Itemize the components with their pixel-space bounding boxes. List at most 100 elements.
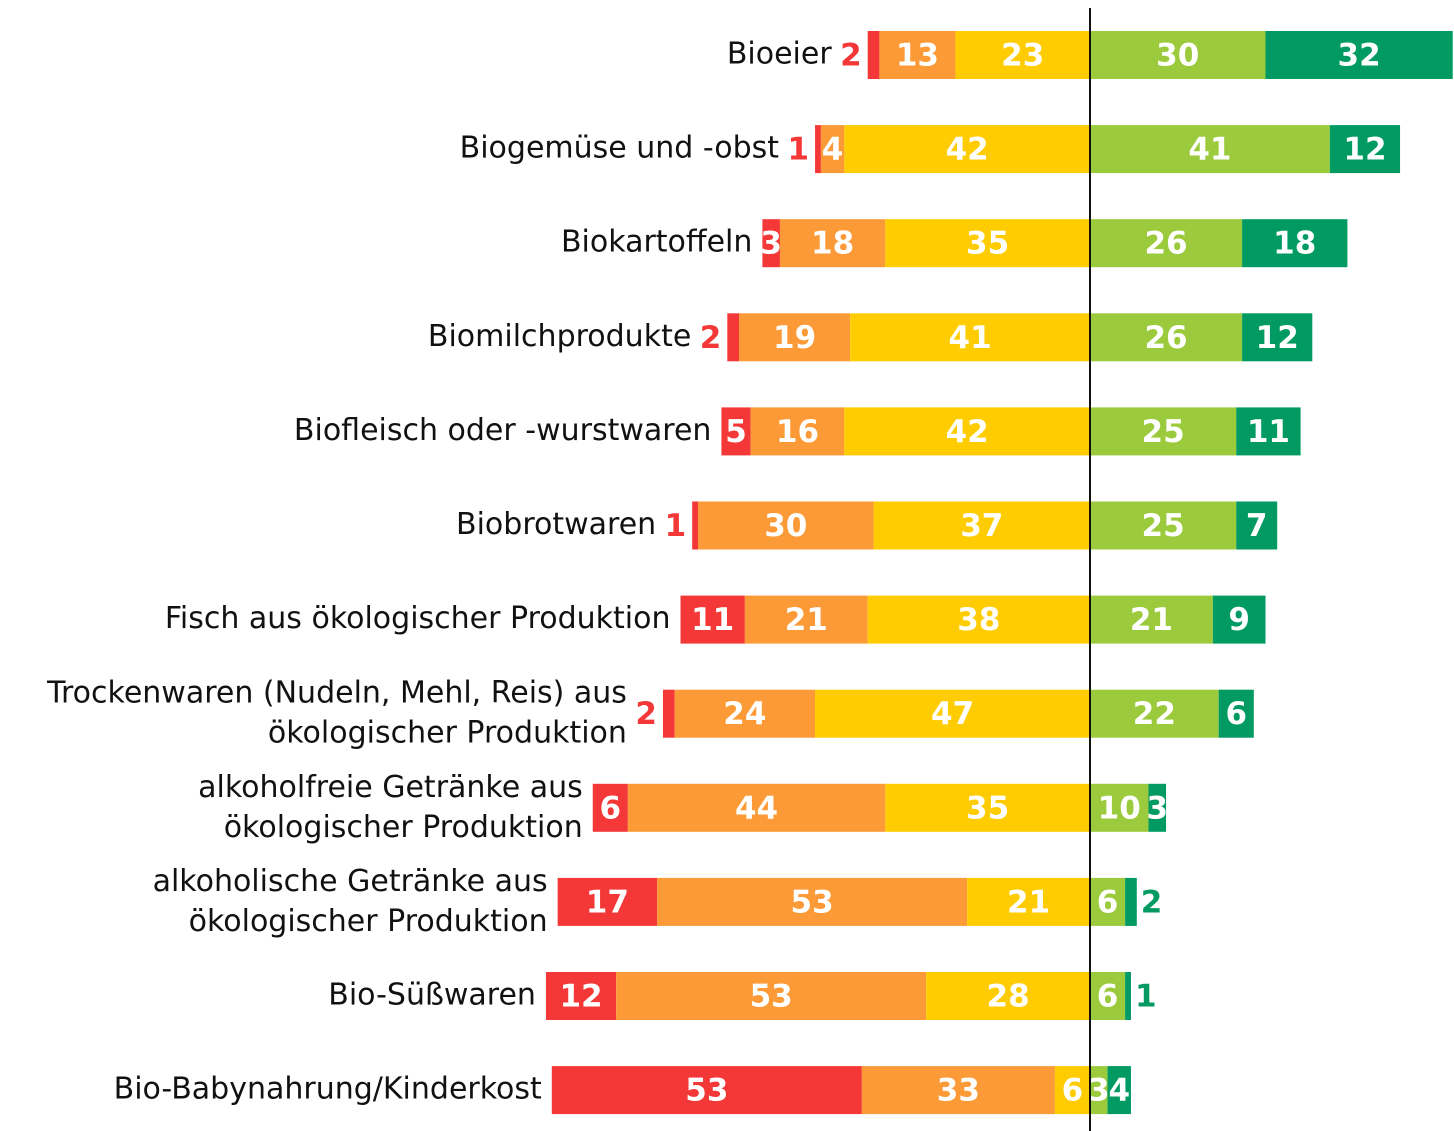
- value-label: 33: [937, 1073, 980, 1109]
- bar-segment: [779, 219, 886, 268]
- value-label: 3: [760, 226, 782, 262]
- bar-segment: [1090, 125, 1330, 174]
- value-label: 13: [896, 38, 939, 74]
- bar-segment: [1148, 783, 1167, 832]
- bar-segment: [1125, 972, 1131, 1020]
- category-label: Biokartoffeln: [561, 225, 752, 260]
- value-label: 1: [1135, 979, 1157, 1015]
- value-label: 6: [600, 790, 622, 826]
- value-label: 2: [1141, 884, 1163, 920]
- bar-segment: [698, 501, 874, 550]
- bar-segment: [926, 972, 1090, 1020]
- bar-segment: [815, 125, 821, 174]
- value-label: 23: [1001, 38, 1044, 74]
- bar-segment: [1090, 407, 1237, 456]
- value-label: 53: [750, 979, 793, 1015]
- category-label: Trockenwaren (Nudeln, Mehl, Reis) aus öko…: [46, 675, 627, 750]
- value-label: 22: [1133, 696, 1176, 732]
- value-label: 2: [700, 320, 722, 356]
- value-label: 53: [791, 884, 834, 920]
- bar-segment: [850, 313, 1090, 362]
- value-label: 19: [773, 320, 816, 356]
- bar-segment: [1242, 219, 1348, 268]
- bar-segment: [867, 31, 880, 79]
- value-label: 21: [785, 602, 828, 638]
- value-label: 18: [1273, 226, 1316, 262]
- value-label: 1: [787, 132, 809, 168]
- value-label: 37: [960, 508, 1003, 544]
- value-label: 4: [822, 132, 844, 168]
- bar-segment: [955, 31, 1090, 79]
- category-label: Biofleisch oder -wurstwaren: [294, 413, 712, 448]
- bar-segment: [1090, 877, 1126, 926]
- bar-segment: [1329, 125, 1401, 174]
- bar-segment: [967, 877, 1090, 926]
- bar-segment: [1090, 689, 1219, 738]
- value-label: 25: [1142, 508, 1185, 544]
- bar-segment: [1090, 313, 1243, 362]
- bar-segment: [1265, 31, 1453, 79]
- bar-segment: [1090, 972, 1126, 1020]
- value-label: 10: [1098, 790, 1141, 826]
- bar-segment: [592, 783, 628, 832]
- bar-segment: [879, 31, 956, 79]
- category-label: Fisch aus ökologischer Produktion: [165, 601, 671, 636]
- value-label: 21: [1130, 602, 1173, 638]
- value-label: 17: [586, 884, 629, 920]
- bar-segment: [1090, 31, 1266, 79]
- value-label: 12: [1343, 132, 1386, 168]
- bar-segment: [657, 877, 968, 926]
- bar-segment: [1054, 1066, 1090, 1115]
- bar-segment: [1212, 595, 1266, 644]
- bar-segment: [1107, 1066, 1131, 1115]
- value-label: 30: [764, 508, 807, 544]
- bar-segment: [844, 407, 1090, 456]
- bar-segment: [721, 407, 751, 456]
- value-label: 4: [1108, 1073, 1130, 1109]
- bar-segment: [1090, 1066, 1108, 1115]
- value-label: 9: [1228, 602, 1250, 638]
- category-label: Biobrotwaren: [456, 507, 656, 542]
- value-label: 12: [1256, 320, 1299, 356]
- bar-segment: [861, 1066, 1055, 1115]
- value-label: 26: [1144, 320, 1187, 356]
- value-label: 53: [685, 1073, 728, 1109]
- value-label: 25: [1142, 414, 1185, 450]
- bar-segment: [873, 501, 1090, 550]
- value-label: 11: [1247, 414, 1290, 450]
- bar-segment: [844, 125, 1090, 174]
- bar-segment: [815, 689, 1090, 738]
- value-label: 6: [1097, 884, 1119, 920]
- value-label: 11: [691, 602, 734, 638]
- bar-segment: [680, 595, 745, 644]
- category-label: Bio-Süßwaren: [328, 978, 536, 1013]
- bar-segment: [1242, 313, 1313, 362]
- value-label: 3: [1088, 1073, 1110, 1109]
- bar-segment: [820, 125, 845, 174]
- bar-segment: [662, 689, 675, 738]
- value-label: 16: [776, 414, 819, 450]
- bar-segment: [1090, 219, 1243, 268]
- bar-segment: [627, 783, 886, 832]
- value-label: 42: [946, 414, 989, 450]
- bar-segment: [885, 219, 1090, 268]
- category-label: Biomilchprodukte: [428, 319, 691, 354]
- bar-segment: [1236, 501, 1278, 550]
- value-label: 35: [966, 790, 1009, 826]
- bar-segment: [727, 313, 739, 362]
- value-label: 3: [1146, 790, 1168, 826]
- bar-segment: [1125, 877, 1137, 926]
- bar-segment: [557, 877, 658, 926]
- bar-segment: [674, 689, 816, 738]
- value-label: 47: [931, 696, 974, 732]
- value-label: 42: [946, 132, 989, 168]
- value-label: 2: [635, 696, 657, 732]
- bar-segment: [885, 783, 1090, 832]
- value-label: 12: [559, 979, 602, 1015]
- value-label: 30: [1156, 38, 1199, 74]
- value-label: 7: [1246, 508, 1268, 544]
- bar-segment: [1236, 407, 1301, 456]
- value-label: 6: [1097, 979, 1119, 1015]
